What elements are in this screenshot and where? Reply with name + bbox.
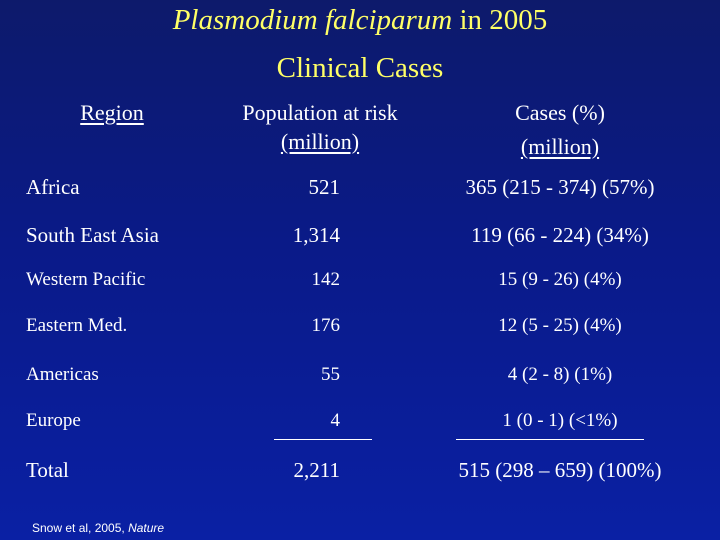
- slide-subtitle: Clinical Cases: [276, 52, 444, 84]
- header-cases: Cases (%) (million): [460, 98, 660, 161]
- row-cases-total: 515 (298 – 659) (100%): [458, 458, 662, 482]
- row-pop-south-east-asia: 1,314: [292, 223, 340, 247]
- total-rule-population: [274, 439, 372, 440]
- header-cases-line2: (million): [520, 134, 600, 159]
- header-cases-line1: Cases (%): [515, 100, 605, 125]
- row-pop-eastern-med: 176: [311, 315, 341, 336]
- row-label-south-east-asia: South East Asia: [26, 223, 160, 247]
- row-label-americas: Americas: [26, 364, 99, 385]
- row-label-europe: Europe: [26, 410, 81, 431]
- row-label-total: Total: [26, 458, 69, 482]
- row-pop-africa: 521: [308, 175, 341, 199]
- header-region-label: Region: [80, 100, 144, 125]
- row-pop-total: 2,211: [293, 458, 340, 482]
- row-pop-western-pacific: 142: [311, 269, 341, 290]
- header-region: Region: [52, 98, 172, 127]
- citation: Snow et al, 2005, Nature: [32, 520, 164, 536]
- row-cases-europe: 1 (0 - 1) (<1%): [502, 410, 618, 431]
- row-cases-africa: 365 (215 - 374) (57%): [465, 175, 655, 199]
- row-cases-south-east-asia: 119 (66 - 224) (34%): [471, 223, 649, 247]
- row-pop-europe: 4: [330, 410, 341, 431]
- row-pop-americas: 55: [321, 364, 340, 385]
- total-rule-cases: [456, 439, 644, 440]
- row-cases-americas: 4 (2 - 8) (1%): [507, 364, 613, 385]
- slide-title: Plasmodium falciparum in 2005: [0, 2, 720, 38]
- row-label-eastern-med: Eastern Med.: [26, 315, 128, 336]
- row-cases-eastern-med: 12 (5 - 25) (4%): [498, 315, 622, 336]
- citation-authors: Snow et al, 2005,: [32, 521, 125, 535]
- row-cases-western-pacific: 15 (9 - 26) (4%): [498, 269, 622, 290]
- header-population: Population at risk (million): [210, 98, 430, 156]
- row-label-africa: Africa: [26, 175, 80, 199]
- header-population-line1: Population at risk: [242, 100, 398, 125]
- title-species: Plasmodium falciparum: [172, 4, 453, 36]
- header-population-line2: (million): [280, 129, 360, 154]
- citation-journal: Nature: [128, 521, 165, 535]
- title-year: in 2005: [459, 4, 548, 36]
- row-label-western-pacific: Western Pacific: [26, 269, 146, 290]
